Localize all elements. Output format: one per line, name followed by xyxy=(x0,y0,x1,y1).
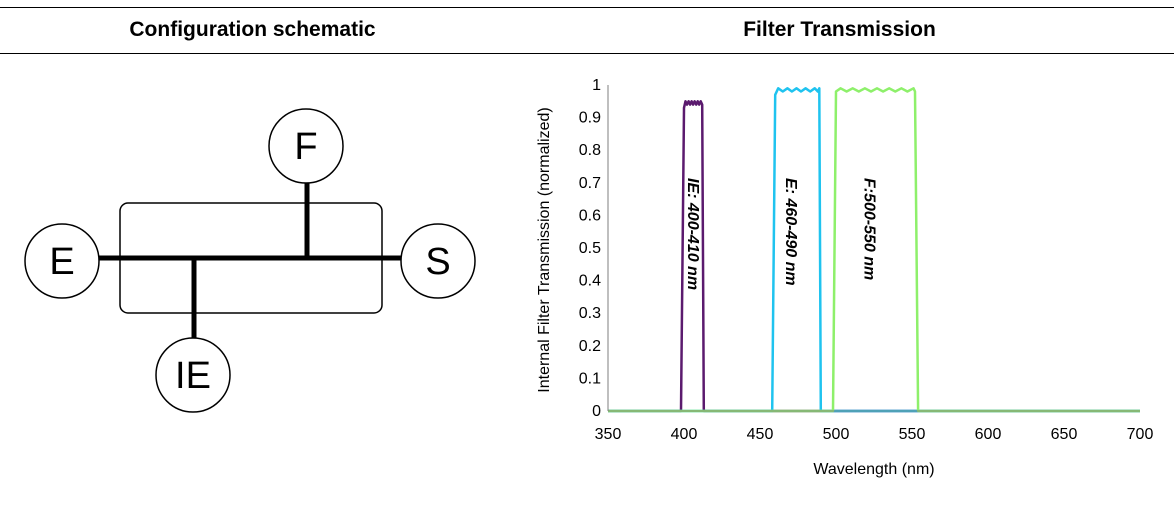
y-tick-label: 0.2 xyxy=(579,338,601,355)
node-ie-circle xyxy=(155,337,231,413)
node-s-circle xyxy=(400,223,476,299)
y-tick-label: 0.5 xyxy=(579,240,601,257)
y-tick-label: 0.6 xyxy=(579,207,601,224)
series-layer xyxy=(608,87,1140,413)
y-tick-label: 1 xyxy=(592,77,601,94)
x-tick-label: 450 xyxy=(747,426,774,443)
y-tick-label: 0 xyxy=(592,403,601,420)
x-axis-title: Wavelength (nm) xyxy=(813,461,934,478)
node-e-label: E xyxy=(49,241,74,283)
schematic-header: Configuration schematic xyxy=(129,18,376,41)
y-tick-labels: 0 0.1 0.2 0.3 0.4 0.5 0.6 0.7 0.8 0.9 1 xyxy=(579,77,601,420)
x-tick-label: 350 xyxy=(595,426,622,443)
y-tick-label: 0.9 xyxy=(579,110,601,127)
band-label-1: IE: 400-410 nm xyxy=(684,178,701,290)
y-tick-label: 0.8 xyxy=(579,142,601,159)
node-e-circle xyxy=(24,223,100,299)
node-f-label: F xyxy=(294,126,317,168)
x-tick-labels: 350 400 450 500 550 600 650 700 xyxy=(595,426,1154,443)
node-f-circle xyxy=(268,108,344,184)
top-rule xyxy=(0,7,1174,8)
series-line-3 xyxy=(608,87,1140,413)
y-tick-label: 0.3 xyxy=(579,305,601,322)
series-line-1 xyxy=(608,100,1140,413)
y-tick-label: 0.1 xyxy=(579,370,601,387)
node-ie-label: IE xyxy=(175,355,211,397)
series-line-2 xyxy=(608,87,1140,413)
header-rule xyxy=(0,53,1174,54)
band-label-2: E: 460-490 nm xyxy=(782,178,799,286)
node-s-label: S xyxy=(425,241,450,283)
y-tick-label: 0.7 xyxy=(579,175,601,192)
x-tick-label: 500 xyxy=(823,426,850,443)
x-tick-label: 700 xyxy=(1127,426,1154,443)
y-axis-title: Internal Filter Transmission (normalized… xyxy=(536,107,553,392)
chart-header: Filter Transmission xyxy=(743,18,936,41)
y-tick-label: 0.4 xyxy=(579,273,601,290)
x-tick-label: 650 xyxy=(1051,426,1078,443)
transmission-chart: 350 400 450 500 550 600 650 700 0 0.1 0.2 0.3 0.4 0.… xyxy=(536,77,1153,478)
x-tick-label: 550 xyxy=(899,426,926,443)
x-tick-label: 600 xyxy=(975,426,1002,443)
band-label-3: F:500-550 nm xyxy=(861,178,878,280)
configuration-schematic: F E S IE xyxy=(24,108,476,413)
x-tick-label: 400 xyxy=(671,426,698,443)
band-labels: IE: 400-410 nm E: 460-490 nm F:500-550 nm xyxy=(684,178,877,290)
